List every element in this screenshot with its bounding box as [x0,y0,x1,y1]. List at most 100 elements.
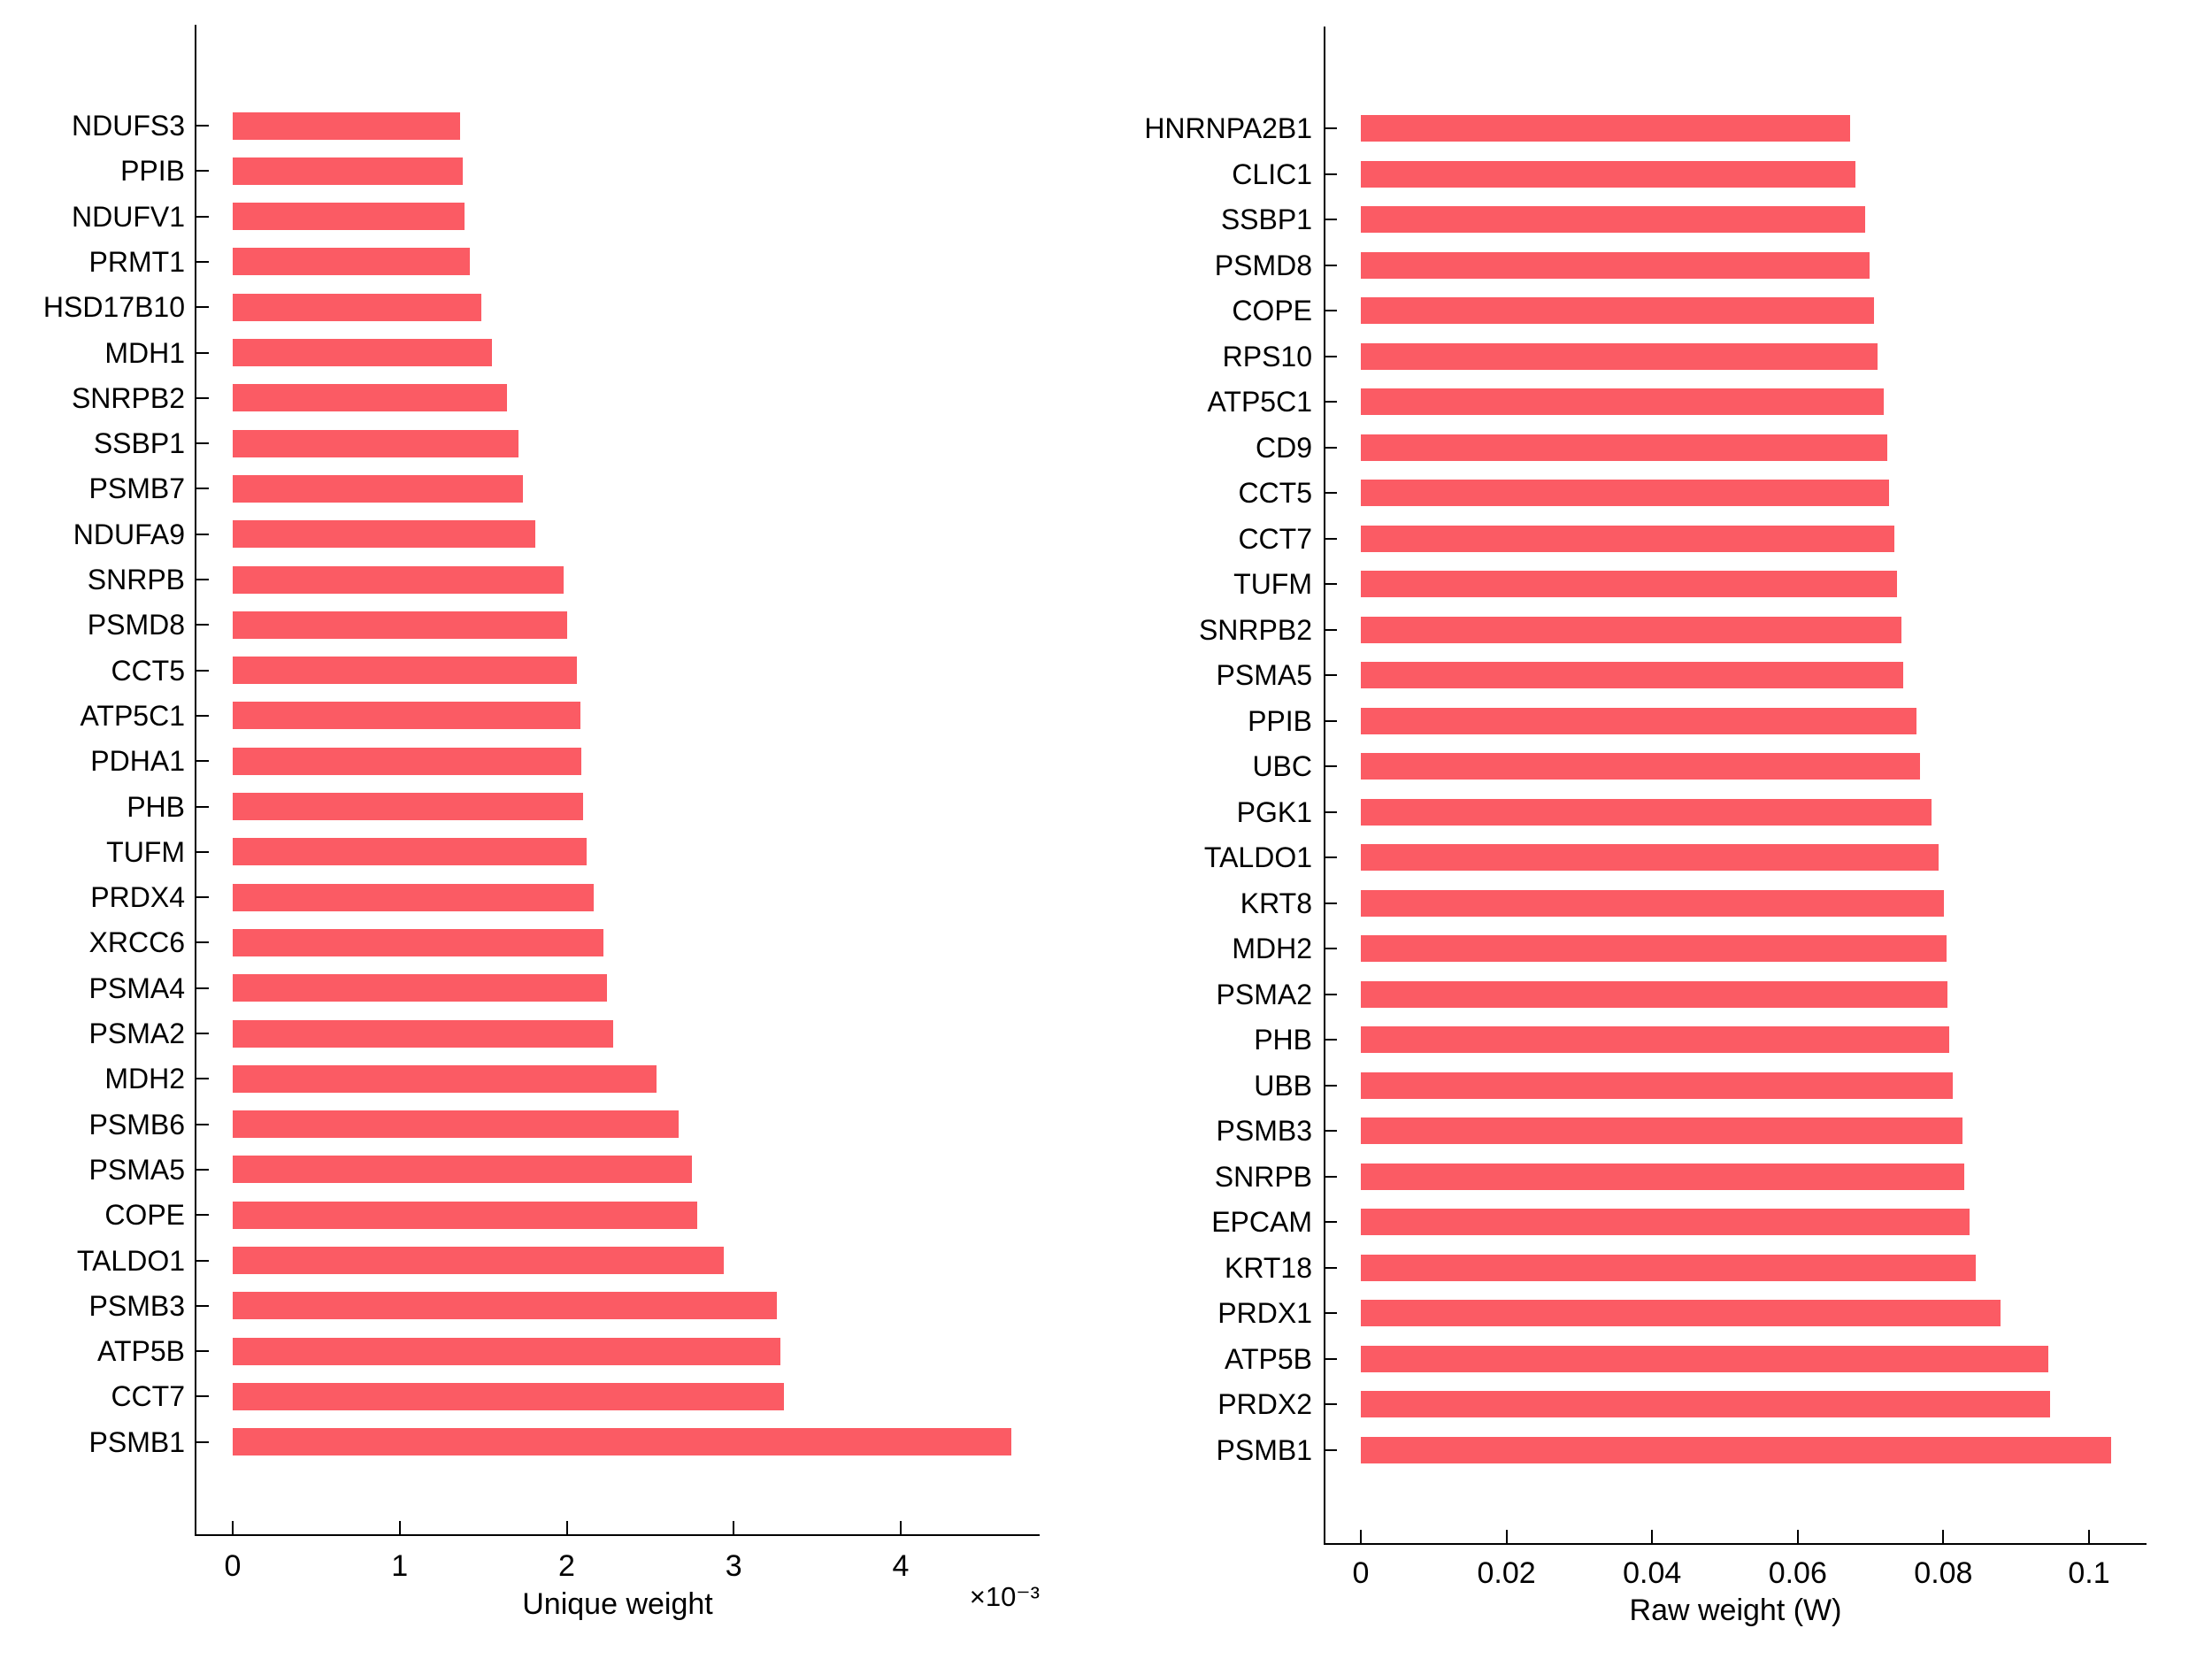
bar-TALDO1 [233,1247,724,1274]
x-tick-label: 1 [391,1549,409,1583]
bar-XRCC6 [233,929,603,956]
category-label: PPIB [1248,704,1312,737]
bar-KRT8 [1361,890,1944,917]
bar-CCT7 [1361,526,1894,552]
category-label: UBC [1252,750,1312,782]
category-label: CCT7 [1238,522,1312,555]
category-label: CCT5 [111,654,185,687]
bar-CCT5 [233,657,577,684]
bar-PPIB [1361,708,1916,734]
bar-SNRPB [233,566,564,594]
bar-PSMA2 [1361,981,1947,1008]
category-label: PDHA1 [90,745,185,778]
bar-MDH1 [233,339,492,366]
category-label: SNRPB2 [71,381,185,414]
bar-PSMB6 [233,1110,679,1138]
y-tick-mark [196,488,209,490]
y-tick-mark [1325,446,1337,449]
y-tick-mark [196,1440,209,1443]
x-tick-label: 0.02 [1477,1556,1536,1590]
bar-TUFM [233,838,587,865]
x-tick-label: 2 [558,1549,575,1583]
bar-TUFM [1361,571,1897,597]
y-tick-mark [196,1123,209,1125]
bar-ATP5B [1361,1346,2048,1372]
category-label: SSBP1 [93,427,185,460]
bar-UBC [1361,753,1920,780]
bar-PSMA5 [233,1156,692,1183]
category-label: PSMA2 [1216,978,1312,1010]
bar-ATP5B [233,1338,780,1365]
y-tick-mark [1325,1448,1337,1451]
y-tick-mark [1325,219,1337,220]
y-axis-spine [1324,27,1325,1545]
category-label: PSMB7 [88,472,185,505]
category-label: MDH2 [104,1063,185,1095]
bar-PSMA2 [233,1020,613,1048]
y-tick-mark [1325,674,1337,676]
x-axis-line [195,1534,1040,1536]
y-tick-mark [196,1033,209,1034]
bar-PSMA5 [1361,662,1903,688]
y-tick-mark [196,1078,209,1080]
bar-NDUFA9 [233,520,535,548]
category-label: TUFM [106,835,185,868]
category-label: TUFM [1233,568,1312,600]
y-tick-mark [1325,1130,1337,1132]
bar-SNRPB [1361,1164,1964,1190]
y-tick-mark [1325,537,1337,540]
category-label: SNRPB [87,564,185,595]
y-tick-mark [1325,628,1337,631]
y-axis-spine [195,25,196,1536]
bar-PRDX4 [233,884,594,911]
category-label: PSMB1 [88,1425,185,1458]
y-tick-mark [1325,173,1337,175]
bar-PRDX1 [1361,1300,2001,1326]
category-label: NDUFV1 [71,200,185,233]
category-label: TALDO1 [1203,841,1312,873]
y-tick-mark [196,941,209,944]
x-tick-mark [2088,1530,2090,1543]
category-label: EPCAM [1211,1206,1312,1238]
bar-UBB [1361,1072,1953,1099]
category-label: TALDO1 [76,1244,185,1277]
y-tick-mark [196,669,209,672]
y-tick-mark [1325,1084,1337,1087]
category-label: NDUFS3 [71,110,185,142]
bar-PSMB7 [233,475,523,503]
category-label: MDH2 [1232,933,1312,964]
unique-weight-exponent-label: ×10⁻³ [969,1581,1040,1612]
bar-PSMD8 [1361,252,1870,279]
category-label: PSMB1 [1216,1433,1312,1466]
x-tick-label: 0.06 [1768,1556,1827,1590]
bar-HNRNPA2B1 [1361,115,1850,142]
y-tick-mark [196,896,209,899]
bar-COPE [233,1202,697,1229]
bar-EPCAM [1361,1209,1970,1235]
bar-PDHA1 [233,748,581,775]
y-tick-mark [196,396,209,399]
category-label: CCT5 [1238,477,1312,509]
y-tick-mark [196,351,209,354]
y-tick-mark [1325,1266,1337,1269]
x-tick-mark [1942,1530,1945,1543]
y-tick-mark [1325,1039,1337,1041]
category-label: PHB [1254,1024,1312,1056]
bar-CCT5 [1361,480,1889,506]
category-label: PRDX1 [1217,1297,1312,1329]
y-tick-mark [196,1168,209,1171]
y-tick-mark [1325,719,1337,722]
y-tick-mark [1325,127,1337,129]
y-tick-mark [196,987,209,989]
bar-NDUFV1 [233,203,465,230]
x-tick-label: 3 [725,1549,742,1583]
category-label: PRDX4 [90,881,185,914]
category-label: PSMB6 [88,1108,185,1141]
category-label: HNRNPA2B1 [1144,112,1312,144]
bar-PHB [1361,1026,1949,1053]
y-tick-mark [1325,1357,1337,1360]
unique-weight-x-axis-label: Unique weight [522,1587,713,1621]
bar-MDH2 [233,1065,657,1093]
